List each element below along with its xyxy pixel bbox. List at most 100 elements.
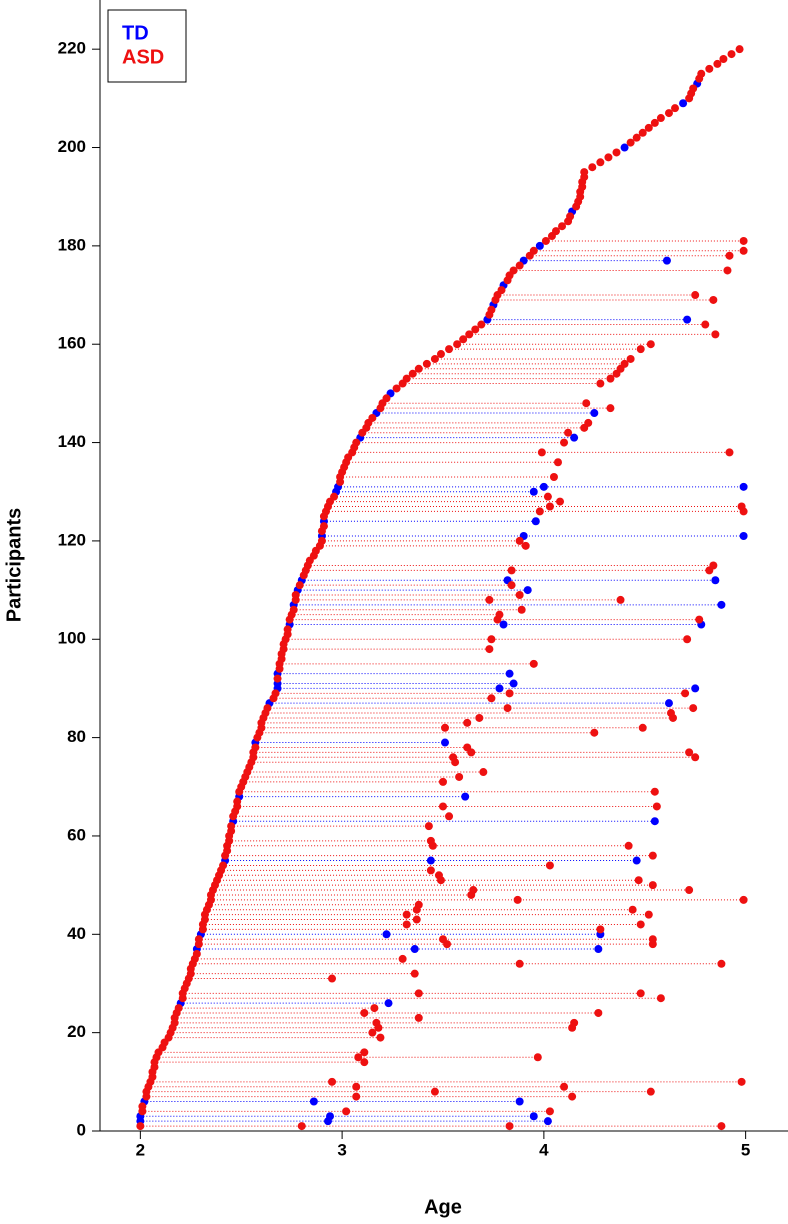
visit-point (487, 635, 496, 644)
y-tick-label: 100 (58, 629, 86, 648)
visit-point (441, 723, 450, 732)
visit-point (560, 438, 569, 447)
visit-point (136, 1122, 145, 1131)
visit-point (648, 851, 657, 860)
x-tick-label: 5 (741, 1140, 750, 1159)
visit-point (328, 974, 337, 983)
visit-point (445, 345, 454, 354)
visit-point (594, 945, 603, 954)
visit-point (503, 704, 512, 713)
visit-point (560, 1082, 569, 1091)
visit-point (174, 1004, 183, 1013)
visit-point (360, 1058, 369, 1067)
visit-point (695, 615, 704, 624)
visit-point (430, 1087, 439, 1096)
visit-point (634, 876, 643, 885)
visit-point (402, 910, 411, 919)
visit-point (465, 330, 474, 339)
visit-point (596, 379, 605, 388)
visit-point (330, 492, 339, 501)
visit-point (671, 104, 680, 113)
visit-point (529, 246, 538, 255)
legend-box (107, 9, 187, 83)
visit-point (398, 954, 407, 963)
visit-point (632, 856, 641, 865)
visit-point (319, 522, 328, 531)
visit-point (529, 659, 538, 668)
visit-point (469, 886, 478, 895)
visit-point (616, 595, 625, 604)
visit-point (691, 291, 700, 300)
visit-point (414, 364, 423, 373)
visit-point (537, 448, 546, 457)
visit-point (679, 99, 688, 108)
visit-point (376, 1033, 385, 1042)
visit-point (515, 591, 524, 600)
visit-point (545, 1107, 554, 1116)
visit-point (604, 153, 613, 162)
visit-point (549, 472, 558, 481)
visit-point (513, 895, 522, 904)
visit-point (638, 128, 647, 137)
visit-point (521, 541, 530, 550)
visit-point (317, 536, 326, 545)
visit-point (664, 699, 673, 708)
visit-point (410, 945, 419, 954)
visit-point (487, 305, 496, 314)
visit-point (582, 399, 591, 408)
x-axis-label: Age (424, 1196, 462, 1218)
visit-point (352, 1082, 361, 1091)
visit-point (414, 1013, 423, 1022)
visit-point (727, 50, 736, 59)
visit-point (382, 394, 391, 403)
visit-point (681, 689, 690, 698)
legend-label: TD (122, 22, 149, 44)
visit-point (533, 1053, 542, 1062)
y-tick-label: 20 (67, 1022, 86, 1041)
visit-point (194, 935, 203, 944)
y-tick-label: 220 (58, 39, 86, 58)
y-tick-label: 120 (58, 530, 86, 549)
visit-point (402, 920, 411, 929)
visit-point (545, 502, 554, 511)
visit-point (453, 340, 462, 349)
visit-point (328, 1077, 337, 1086)
visit-point (291, 591, 300, 600)
visit-point (233, 797, 242, 806)
y-tick-label: 180 (58, 235, 86, 254)
visit-point (711, 330, 720, 339)
visit-point (691, 684, 700, 693)
visit-point (479, 768, 488, 777)
visit-point (620, 359, 629, 368)
visit-point (402, 374, 411, 383)
visit-point (507, 566, 516, 575)
visit-point (485, 645, 494, 654)
visit-point (382, 930, 391, 939)
visit-point (372, 1018, 381, 1027)
visit-point (737, 1077, 746, 1086)
visit-point (650, 817, 659, 826)
visit-point (459, 335, 468, 344)
visit-point (360, 1008, 369, 1017)
visit-point (509, 266, 518, 275)
visit-point (368, 1028, 377, 1037)
visit-point (739, 246, 748, 255)
visit-point (426, 836, 435, 845)
visit-point (717, 959, 726, 968)
visit-point (683, 635, 692, 644)
visit-point (638, 723, 647, 732)
y-tick-label: 80 (67, 727, 86, 746)
visit-point (515, 536, 524, 545)
visit-point (662, 256, 671, 265)
visit-point (138, 1102, 147, 1111)
visit-point (370, 1004, 379, 1013)
x-tick-label: 2 (136, 1140, 145, 1159)
visit-point (543, 1117, 552, 1126)
visit-point (441, 738, 450, 747)
visit-point (438, 802, 447, 811)
y-tick-label: 0 (77, 1120, 86, 1139)
visit-point (717, 600, 726, 609)
visit-point (553, 458, 562, 467)
visit-point (497, 286, 506, 295)
